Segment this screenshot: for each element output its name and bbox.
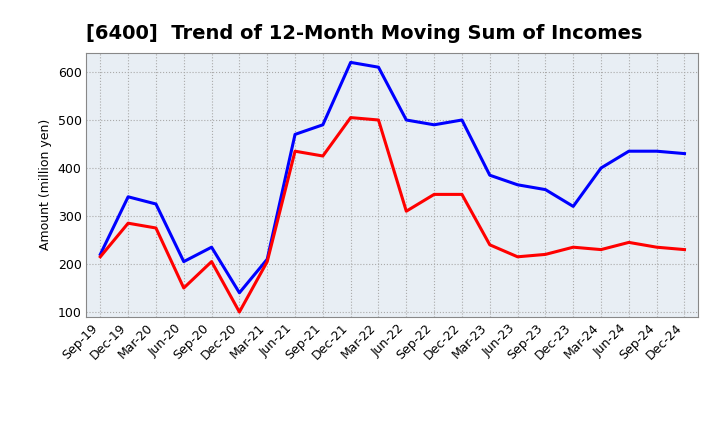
Net Income — [458, 192, 467, 197]
Ordinary Income — [430, 122, 438, 128]
Ordinary Income — [597, 165, 606, 171]
Ordinary Income — [346, 60, 355, 65]
Net Income — [124, 220, 132, 226]
Net Income — [652, 245, 661, 250]
Net Income — [624, 240, 633, 245]
Ordinary Income — [485, 172, 494, 178]
Ordinary Income — [96, 252, 104, 257]
Net Income — [569, 245, 577, 250]
Net Income — [291, 149, 300, 154]
Y-axis label: Amount (million yen): Amount (million yen) — [39, 119, 52, 250]
Net Income — [597, 247, 606, 252]
Ordinary Income — [179, 259, 188, 264]
Ordinary Income — [124, 194, 132, 199]
Ordinary Income — [458, 117, 467, 123]
Ordinary Income — [513, 182, 522, 187]
Ordinary Income — [235, 290, 243, 295]
Net Income — [179, 286, 188, 291]
Ordinary Income — [318, 122, 327, 128]
Net Income — [235, 309, 243, 315]
Net Income — [152, 225, 161, 231]
Ordinary Income — [152, 202, 161, 207]
Net Income — [374, 117, 383, 123]
Ordinary Income — [263, 257, 271, 262]
Ordinary Income — [541, 187, 550, 192]
Line: Net Income: Net Income — [100, 117, 685, 312]
Ordinary Income — [569, 204, 577, 209]
Net Income — [207, 259, 216, 264]
Text: [6400]  Trend of 12-Month Moving Sum of Incomes: [6400] Trend of 12-Month Moving Sum of I… — [86, 24, 643, 43]
Ordinary Income — [652, 149, 661, 154]
Net Income — [346, 115, 355, 120]
Net Income — [513, 254, 522, 260]
Ordinary Income — [402, 117, 410, 123]
Ordinary Income — [374, 65, 383, 70]
Ordinary Income — [624, 149, 633, 154]
Net Income — [680, 247, 689, 252]
Net Income — [263, 259, 271, 264]
Line: Ordinary Income: Ordinary Income — [100, 62, 685, 293]
Net Income — [541, 252, 550, 257]
Ordinary Income — [680, 151, 689, 156]
Ordinary Income — [291, 132, 300, 137]
Net Income — [402, 209, 410, 214]
Net Income — [485, 242, 494, 247]
Net Income — [318, 154, 327, 159]
Net Income — [96, 254, 104, 260]
Net Income — [430, 192, 438, 197]
Legend: Ordinary Income, Net Income: Ordinary Income, Net Income — [222, 435, 562, 440]
Ordinary Income — [207, 245, 216, 250]
